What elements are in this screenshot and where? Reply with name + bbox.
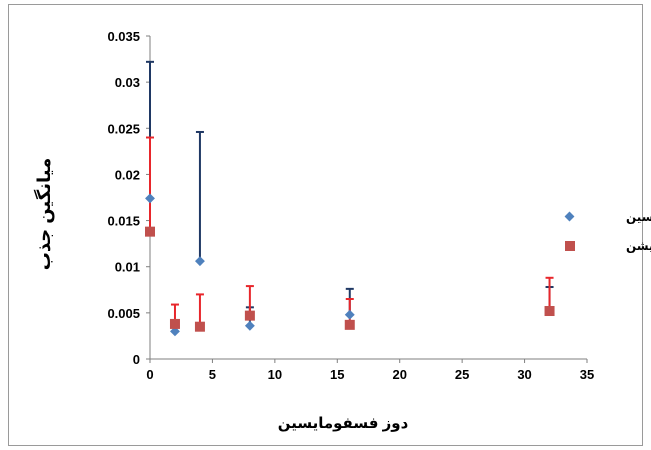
x-tick-label: 35 bbox=[580, 367, 594, 382]
legend-label-fosfomycin: فسفومایسین bbox=[626, 210, 651, 225]
legend-marker-thyme bbox=[565, 241, 575, 251]
x-tick-label: 0 bbox=[146, 367, 153, 382]
legend-label-thyme: اویشن bbox=[626, 239, 651, 254]
marker-group bbox=[145, 193, 555, 337]
x-tick-label: 15 bbox=[330, 367, 344, 382]
y-tick-label: 0 bbox=[133, 352, 140, 367]
legend-marker-fosfomycin bbox=[564, 211, 575, 222]
square-marker bbox=[244, 310, 255, 321]
square-marker bbox=[169, 318, 180, 329]
legend: فسفومایسین اویشن bbox=[564, 210, 651, 254]
x-tick-label: 10 bbox=[268, 367, 282, 382]
y-tick-label: 0.025 bbox=[107, 121, 140, 136]
diamond-marker bbox=[244, 320, 255, 331]
y-tick-label: 0.02 bbox=[115, 167, 140, 182]
error-bar-group bbox=[146, 60, 554, 332]
diamond-marker bbox=[344, 309, 355, 320]
x-tick-label: 20 bbox=[392, 367, 406, 382]
y-tick-label: 0.03 bbox=[115, 75, 140, 90]
y-tick-label: 0.035 bbox=[107, 29, 140, 44]
y-tick-label: 0.015 bbox=[107, 214, 140, 229]
x-tick-label: 30 bbox=[517, 367, 531, 382]
x-axis-title: دوز فسفومایسین bbox=[278, 415, 409, 432]
tick-group: 0 5 10 15 20 25 30 35 0 0.005 0.01 0.015 0.02 0.025 0.… bbox=[107, 29, 594, 382]
axes bbox=[149, 36, 587, 360]
square-marker bbox=[544, 306, 555, 317]
square-marker bbox=[194, 321, 205, 332]
diamond-marker bbox=[145, 193, 155, 204]
chart-frame bbox=[8, 4, 643, 446]
y-tick-label: 0.005 bbox=[107, 306, 140, 321]
x-tick-label: 25 bbox=[455, 367, 469, 382]
y-axis-title: میانگین جذب bbox=[33, 158, 55, 270]
x-tick-label: 5 bbox=[209, 367, 216, 382]
diamond-marker bbox=[194, 256, 205, 267]
square-marker bbox=[145, 226, 155, 237]
y-tick-label: 0.01 bbox=[115, 260, 140, 275]
square-marker bbox=[344, 319, 355, 330]
